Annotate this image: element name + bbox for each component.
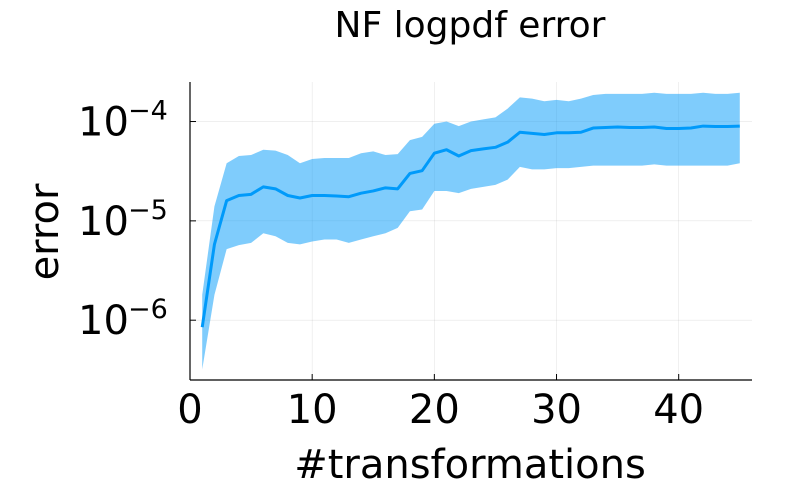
x-tick-label: 20 <box>409 387 460 433</box>
x-tick-label: 0 <box>177 387 202 433</box>
x-tick-label: 30 <box>531 387 582 433</box>
axes <box>189 82 752 381</box>
y-tick-exponent: −4 <box>128 96 168 127</box>
y-tick-label: 10 −6 <box>78 294 168 344</box>
y-tick-base: 10 <box>78 199 129 245</box>
y-tick-exponent: −5 <box>128 195 168 226</box>
series-line-layer <box>200 124 740 328</box>
chart-title: NF logpdf error <box>335 5 606 46</box>
y-tick-labels: 10−610−510−4 <box>78 96 168 345</box>
y-tick-label: 10 −4 <box>78 96 168 146</box>
y-tick-base: 10 <box>78 100 129 146</box>
x-axis-label: #transformations <box>294 442 646 488</box>
x-tick-labels: 0 10 20 30 40 <box>177 387 704 433</box>
x-tick-label: 40 <box>653 387 704 433</box>
y-tick-base: 10 <box>78 298 129 344</box>
error-band-layer <box>202 92 740 370</box>
y-tick-exponent: −6 <box>128 294 168 325</box>
y-tick-label: 10 −5 <box>78 195 168 245</box>
error-band <box>202 92 740 370</box>
series-line <box>200 124 740 328</box>
x-tick-label: 10 <box>287 387 338 433</box>
y-axis-label: error <box>22 183 68 280</box>
